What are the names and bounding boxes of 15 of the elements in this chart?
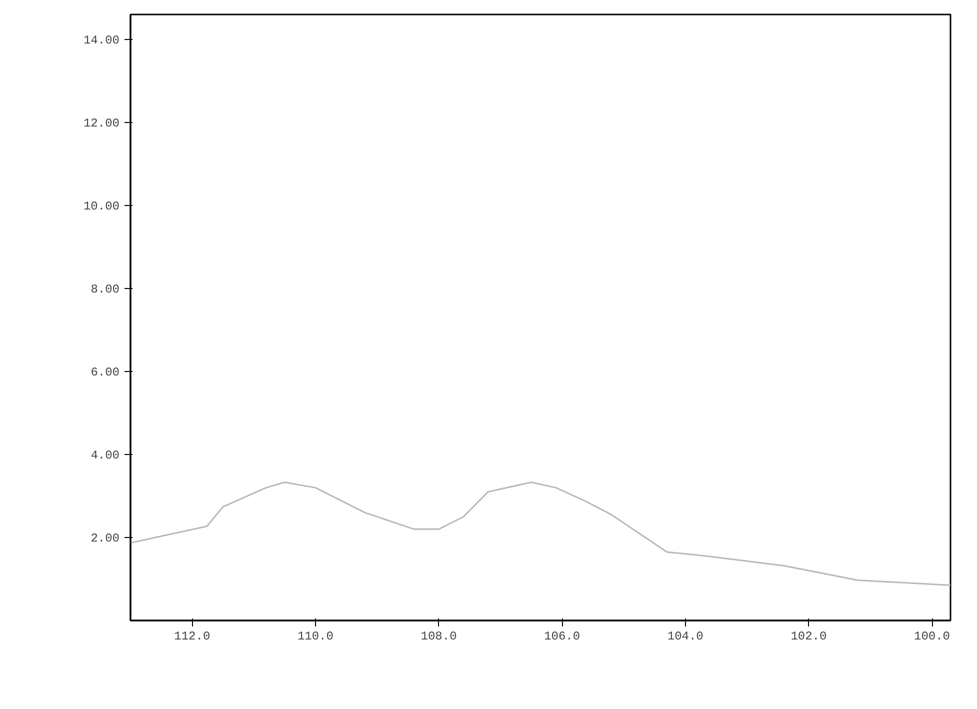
y-tick-label: 8.00 <box>90 282 120 296</box>
x-tick-label: 106.0 <box>544 630 580 644</box>
x-tick-label: 104.0 <box>667 630 704 644</box>
x-tick-label: 112.0 <box>174 630 210 644</box>
y-tick-label: 10.00 <box>83 199 120 214</box>
line-series <box>130 482 950 586</box>
x-tick-label: 100.0 <box>914 630 950 644</box>
x-tick-label: 110.0 <box>297 630 334 644</box>
y-tick-label: 2.00 <box>90 531 120 546</box>
y-tick-label: 6.00 <box>90 365 120 380</box>
x-tick-label: 108.0 <box>420 630 457 644</box>
x-tick-label: 102.0 <box>790 630 827 644</box>
y-tick-label: 14.00 <box>83 33 120 48</box>
y-tick-label: 4.00 <box>90 448 120 462</box>
y-tick-label: 12.00 <box>83 116 120 130</box>
